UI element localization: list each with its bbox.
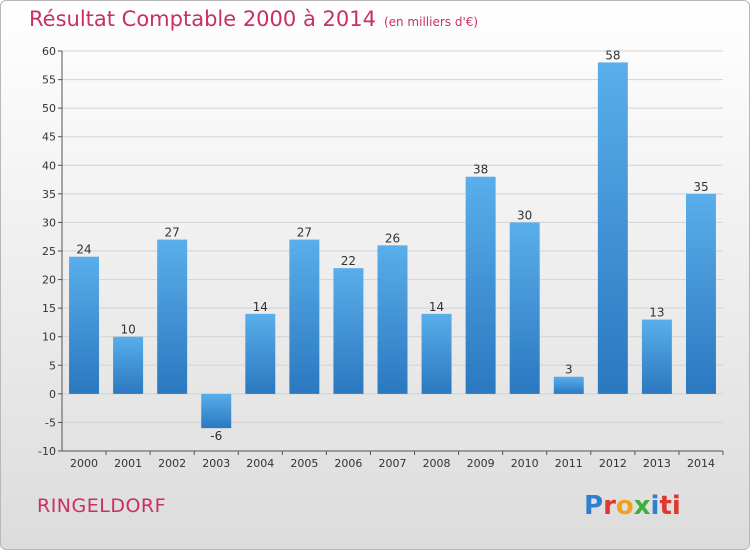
x-tick-label: 2014: [687, 457, 715, 470]
bar-2004: [245, 313, 276, 394]
y-tick-label: -5: [45, 416, 56, 429]
data-label-2014: 35: [693, 180, 708, 194]
data-label-2007: 26: [385, 231, 400, 245]
y-tick-label: 50: [42, 102, 56, 115]
data-label-2003: -6: [210, 429, 222, 443]
x-tick-label: 2012: [599, 457, 627, 470]
logo-letter: r: [603, 491, 616, 521]
logo-letter: ti: [659, 491, 681, 521]
y-tick-label: 5: [49, 359, 56, 372]
x-tick-label: 2008: [423, 457, 451, 470]
bar-2014: [685, 193, 716, 394]
bar-2010: [509, 222, 540, 394]
data-label-2005: 27: [297, 226, 312, 240]
x-tick-label: 2006: [334, 457, 362, 470]
data-label-2008: 14: [429, 300, 444, 314]
x-tick-label: 2007: [379, 457, 407, 470]
bar-2006: [333, 268, 364, 394]
data-label-2001: 10: [120, 323, 135, 337]
y-tick-label: 10: [42, 331, 56, 344]
chart-title-text: Résultat Comptable 2000 à 2014: [29, 7, 376, 31]
data-label-2006: 22: [341, 254, 356, 268]
chart-unit: (en milliers d'€): [383, 15, 479, 29]
x-tick-label: 2005: [290, 457, 318, 470]
x-tick-label: 2003: [202, 457, 230, 470]
y-tick-label: 20: [42, 274, 56, 287]
data-label-2012: 58: [605, 48, 620, 62]
data-label-2002: 27: [165, 226, 180, 240]
data-label-2013: 13: [649, 306, 664, 320]
x-tick-label: 2004: [246, 457, 274, 470]
data-label-2009: 38: [473, 163, 488, 177]
data-label-2011: 3: [565, 363, 573, 377]
y-tick-label: 55: [42, 74, 56, 87]
data-label-2000: 24: [76, 243, 91, 257]
bar-2011: [553, 376, 584, 394]
x-tick-label: 2011: [555, 457, 583, 470]
y-tick-label: 25: [42, 245, 56, 258]
x-tick-label: 2002: [158, 457, 186, 470]
town-name: RINGELDORF: [37, 495, 167, 517]
x-tick-label: 2009: [467, 457, 495, 470]
bar-2005: [289, 239, 320, 394]
x-tick-label: 2010: [511, 457, 539, 470]
bar-2000: [69, 256, 100, 394]
bar-2009: [465, 176, 496, 394]
bar-2003: [201, 393, 232, 429]
logo-letter: i: [650, 491, 660, 521]
y-tick-label: 15: [42, 302, 56, 315]
bar-2007: [377, 245, 408, 394]
logo-letter: x: [633, 491, 651, 521]
bar-2013: [641, 319, 672, 394]
data-label-2010: 30: [517, 208, 532, 222]
chart-title: Résultat Comptable 2000 à 2014 (en millie…: [29, 7, 478, 31]
x-tick-label: 2000: [70, 457, 98, 470]
y-tick-label: 0: [49, 388, 56, 401]
x-tick-label: 2001: [114, 457, 142, 470]
y-tick-label: 35: [42, 188, 56, 201]
proxiti-logo: Proxiti: [584, 491, 681, 521]
y-tick-label: 40: [42, 159, 56, 172]
data-label-2004: 14: [253, 300, 268, 314]
y-tick-label: 45: [42, 131, 56, 144]
y-tick-label: 30: [42, 216, 56, 229]
x-tick-label: 2013: [643, 457, 671, 470]
y-tick-label: 60: [42, 45, 56, 58]
logo-letter: P: [584, 491, 604, 521]
bar-2008: [421, 313, 452, 394]
bar-2001: [113, 336, 144, 394]
bar-2012: [597, 62, 628, 394]
bar-2002: [157, 239, 188, 394]
logo-letter: o: [615, 491, 634, 521]
y-tick-label: -10: [38, 445, 56, 458]
